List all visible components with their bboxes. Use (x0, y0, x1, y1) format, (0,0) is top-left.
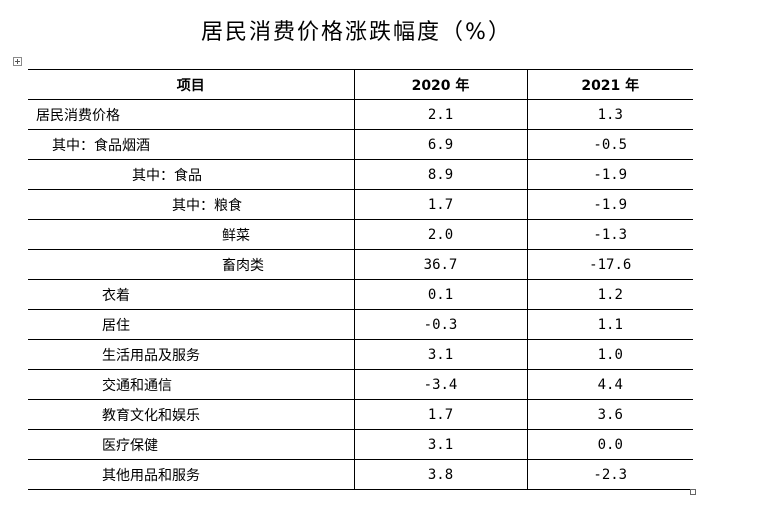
value-2021: -0.5 (526, 129, 693, 160)
row-label: 其中：食品烟酒 (28, 129, 354, 160)
value-2020: -0.3 (353, 309, 527, 340)
table-row: 其中：粮食 1.7 -1.9 (28, 189, 693, 220)
value-2021: -2.3 (526, 459, 693, 490)
table-row: 鲜菜 2.0 -1.3 (28, 219, 693, 250)
table-header-row: 项目 2020 年 2021 年 (28, 69, 693, 100)
table-row: 居住 -0.3 1.1 (28, 309, 693, 340)
table-row: 其中：食品 8.9 -1.9 (28, 159, 693, 190)
value-2020: 3.1 (353, 429, 527, 460)
value-2021: 3.6 (526, 399, 693, 430)
page-title: 居民消费价格涨跌幅度（%） (201, 20, 512, 45)
row-label: 其他用品和服务 (28, 459, 354, 490)
value-2020: 3.1 (353, 339, 527, 370)
value-2021: -1.9 (526, 189, 693, 220)
row-label: 衣着 (28, 279, 354, 310)
table-move-handle-icon[interactable] (13, 57, 22, 66)
value-2020: 6.9 (353, 129, 527, 160)
value-2021: 1.3 (526, 99, 693, 130)
header-2020: 2020 年 (353, 69, 527, 100)
row-label: 鲜菜 (28, 219, 354, 250)
value-2021: 1.1 (526, 309, 693, 340)
value-2021: -1.9 (526, 159, 693, 190)
value-2021: -1.3 (526, 219, 693, 250)
table-resize-handle-icon[interactable] (690, 489, 696, 495)
table-row: 其中：食品烟酒 6.9 -0.5 (28, 129, 693, 160)
value-2021: 0.0 (526, 429, 693, 460)
table-row: 衣着 0.1 1.2 (28, 279, 693, 310)
value-2021: -17.6 (526, 249, 693, 280)
value-2020: -3.4 (353, 369, 527, 400)
row-label: 居民消费价格 (28, 99, 354, 130)
row-label: 医疗保健 (28, 429, 354, 460)
table-row: 其他用品和服务 3.8 -2.3 (28, 459, 693, 490)
header-item: 项目 (28, 69, 354, 100)
value-2020: 1.7 (353, 399, 527, 430)
table-row: 教育文化和娱乐 1.7 3.6 (28, 399, 693, 430)
value-2020: 2.0 (353, 219, 527, 250)
value-2020: 0.1 (353, 279, 527, 310)
value-2020: 3.8 (353, 459, 527, 490)
table-row: 居民消费价格 2.1 1.3 (28, 99, 693, 130)
row-label: 居住 (28, 309, 354, 340)
value-2021: 1.0 (526, 339, 693, 370)
value-2020: 2.1 (353, 99, 527, 130)
value-2020: 8.9 (353, 159, 527, 190)
value-2021: 1.2 (526, 279, 693, 310)
value-2021: 4.4 (526, 369, 693, 400)
table-row: 交通和通信 -3.4 4.4 (28, 369, 693, 400)
value-2020: 36.7 (353, 249, 527, 280)
value-2020: 1.7 (353, 189, 527, 220)
table-row: 医疗保健 3.1 0.0 (28, 429, 693, 460)
row-label: 畜肉类 (28, 249, 354, 280)
price-change-table: 项目 2020 年 2021 年 居民消费价格 2.1 1.3 其中：食品烟酒 6.9-… (28, 69, 693, 490)
row-label: 交通和通信 (28, 369, 354, 400)
row-label: 生活用品及服务 (28, 339, 354, 370)
row-label: 其中：食品 (28, 159, 354, 190)
header-2021: 2021 年 (526, 69, 693, 100)
table-row: 畜肉类 36.7 -17.6 (28, 249, 693, 280)
row-label: 教育文化和娱乐 (28, 399, 354, 430)
table-row: 生活用品及服务 3.1 1.0 (28, 339, 693, 370)
row-label: 其中：粮食 (28, 189, 354, 220)
